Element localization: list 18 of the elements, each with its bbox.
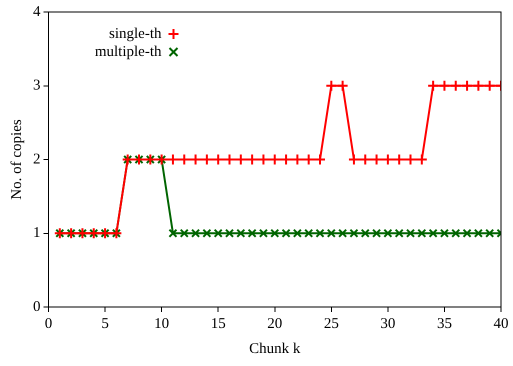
y-tick-label: 3 [33, 78, 40, 94]
y-axis-title: No. of copies [8, 119, 25, 200]
x-tick-label: 20 [267, 316, 282, 332]
x-tick-label: 30 [380, 316, 396, 332]
y-tick-label: 0 [33, 298, 40, 315]
legend-label: single-th [109, 26, 162, 42]
x-tick-label: 0 [44, 316, 52, 332]
x-tick-label: 35 [436, 316, 452, 332]
y-tick-label: 1 [33, 225, 40, 242]
legend-label: multiple-th [94, 44, 162, 60]
x-axis-title: Chunk k [249, 340, 301, 357]
x-tick-label: 5 [101, 316, 109, 332]
y-tick-label: 2 [33, 151, 40, 168]
x-tick-label: 25 [324, 316, 339, 332]
x-tick-label: 15 [210, 316, 226, 332]
x-tick-label: 40 [494, 316, 508, 332]
y-tick-label: 4 [33, 4, 41, 20]
x-tick-label: 10 [154, 316, 170, 332]
